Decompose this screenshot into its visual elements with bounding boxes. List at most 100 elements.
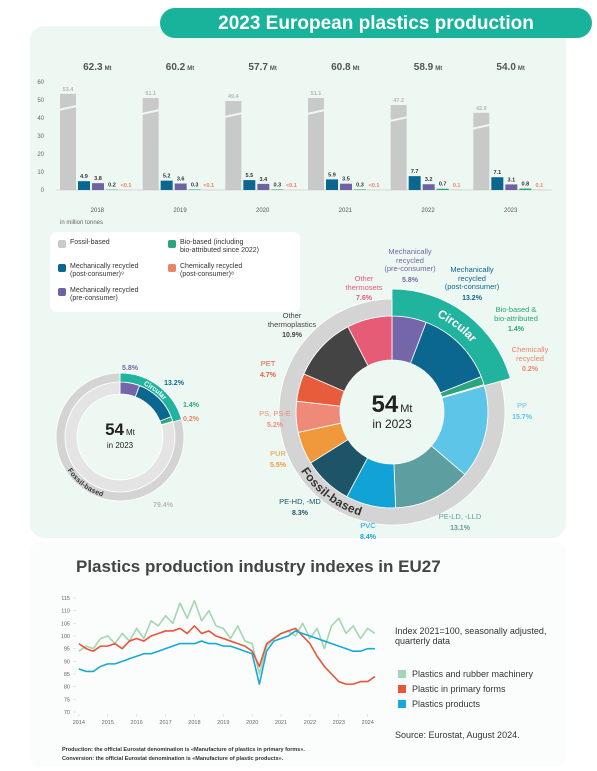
total-unit: Mt — [435, 66, 442, 72]
bar-value-label: 3.1 — [508, 177, 516, 183]
x-tick-label: 2015 — [102, 720, 114, 726]
bar — [60, 93, 76, 190]
axis-break — [141, 109, 160, 115]
bar — [505, 184, 518, 190]
bar — [174, 183, 187, 190]
line — [78, 625, 376, 685]
y-tick-label: 40 — [37, 116, 44, 122]
bar — [243, 180, 256, 190]
bar-value-label: 51.1 — [311, 91, 322, 97]
x-tick-label: 2016 — [131, 720, 143, 726]
y-tick-label: 95 — [64, 647, 70, 653]
x-tick-label: 2022 — [304, 720, 316, 726]
bar — [390, 105, 407, 190]
center-value: 54 Mt — [105, 420, 136, 439]
bar-value-label: <0.1 — [286, 183, 297, 189]
total-unit: Mt — [105, 66, 112, 72]
bar-value-label: 3.2 — [425, 177, 433, 183]
bar-value-label: 5.2 — [163, 174, 171, 180]
total-label: 58.9 Mt — [414, 62, 442, 73]
y-tick-label: 30 — [37, 134, 44, 140]
bar — [271, 189, 284, 190]
source: Source: Eurostat, August 2024. — [395, 730, 520, 740]
x-tick-label: 2017 — [159, 720, 171, 726]
bar-value-label: 0.1 — [536, 183, 544, 189]
bar-value-label: 51.1 — [145, 91, 156, 97]
bar-value-label: 3.5 — [342, 177, 350, 183]
y-tick-label: 90 — [64, 659, 70, 665]
bar-value-label: <0.1 — [369, 183, 380, 189]
y-tick-label: 75 — [64, 697, 70, 703]
axis-break — [224, 112, 243, 119]
bar-value-label: 3.6 — [177, 177, 185, 183]
legend-label: Plastic in primary forms — [412, 684, 506, 694]
y-tick-label: 60 — [37, 80, 44, 86]
chart-title: Plastics production industry indexes in … — [76, 557, 441, 576]
x-tick-label: 2020 — [256, 208, 270, 214]
center-number: 54 — [105, 420, 124, 439]
bar-value-label: 49.4 — [228, 94, 240, 100]
header-pill — [160, 8, 592, 38]
y-axis-label: in million tonnes — [60, 220, 103, 226]
y-tick-label: 70 — [64, 710, 70, 716]
bar-value-label: 7.7 — [411, 169, 419, 175]
total-value: 60.8 — [331, 62, 351, 73]
y-tick-label: 20 — [37, 152, 44, 158]
y-tick-label: 80 — [64, 685, 70, 691]
total-unit: Mt — [353, 66, 360, 72]
x-tick-label: 2019 — [173, 208, 187, 214]
bar-value-label: 3.8 — [94, 176, 102, 182]
bar-value-label: 0.3 — [191, 182, 199, 188]
bar-value-label: 0.2 — [108, 183, 116, 189]
bar-value-label: <0.1 — [121, 183, 132, 189]
axis-break — [472, 123, 491, 130]
group-ring — [391, 288, 511, 387]
bar — [354, 189, 366, 190]
x-tick-label: 2018 — [188, 720, 200, 726]
bar — [78, 181, 90, 190]
bar-value-label: 42.9 — [476, 106, 487, 112]
y-tick-label: 100 — [61, 634, 70, 640]
group-ring — [278, 298, 506, 526]
bar — [422, 184, 435, 190]
x-tick-label: 2019 — [217, 720, 229, 726]
bar — [519, 188, 532, 190]
legend-swatch — [398, 700, 406, 708]
y-tick-label: 105 — [61, 621, 70, 627]
y-tick-label: 85 — [64, 672, 70, 678]
total-label: 57.7 Mt — [248, 62, 276, 73]
center-value: 54 Mt — [372, 391, 413, 418]
bar — [225, 101, 242, 190]
x-tick-label: 2021 — [339, 208, 353, 214]
bar-value-label: 5.9 — [328, 172, 336, 178]
bar-value-label: 3.4 — [260, 177, 269, 183]
bar — [92, 183, 104, 190]
center-label: in 2023 — [372, 417, 412, 431]
total-value: 57.7 — [248, 62, 268, 73]
bar-value-label: 7.1 — [494, 170, 502, 176]
x-tick-label: 2023 — [333, 720, 345, 726]
x-tick-label: 2024 — [362, 720, 374, 726]
bar-value-label: <0.1 — [203, 183, 214, 189]
total-label: 54.0 Mt — [496, 62, 524, 73]
y-tick-label: 110 — [61, 609, 70, 615]
bar-value-label: 0.3 — [356, 182, 364, 188]
center-unit: Mt — [400, 403, 412, 415]
bar — [257, 183, 270, 190]
axis-break — [306, 109, 326, 115]
bar — [473, 112, 490, 190]
bar — [340, 183, 352, 190]
x-tick-label: 2014 — [73, 720, 85, 726]
bar — [142, 98, 159, 190]
total-value: 58.9 — [414, 62, 434, 73]
bar-value-label: 47.2 — [393, 98, 404, 104]
total-value: 54.0 — [496, 62, 516, 73]
footnote: Production: the official Eurostat denomi… — [62, 747, 305, 753]
total-label: 62.3 Mt — [83, 62, 111, 73]
legend-swatch — [398, 685, 406, 693]
axis-break — [389, 116, 408, 123]
y-tick-label: 50 — [37, 98, 44, 104]
line — [78, 630, 375, 685]
